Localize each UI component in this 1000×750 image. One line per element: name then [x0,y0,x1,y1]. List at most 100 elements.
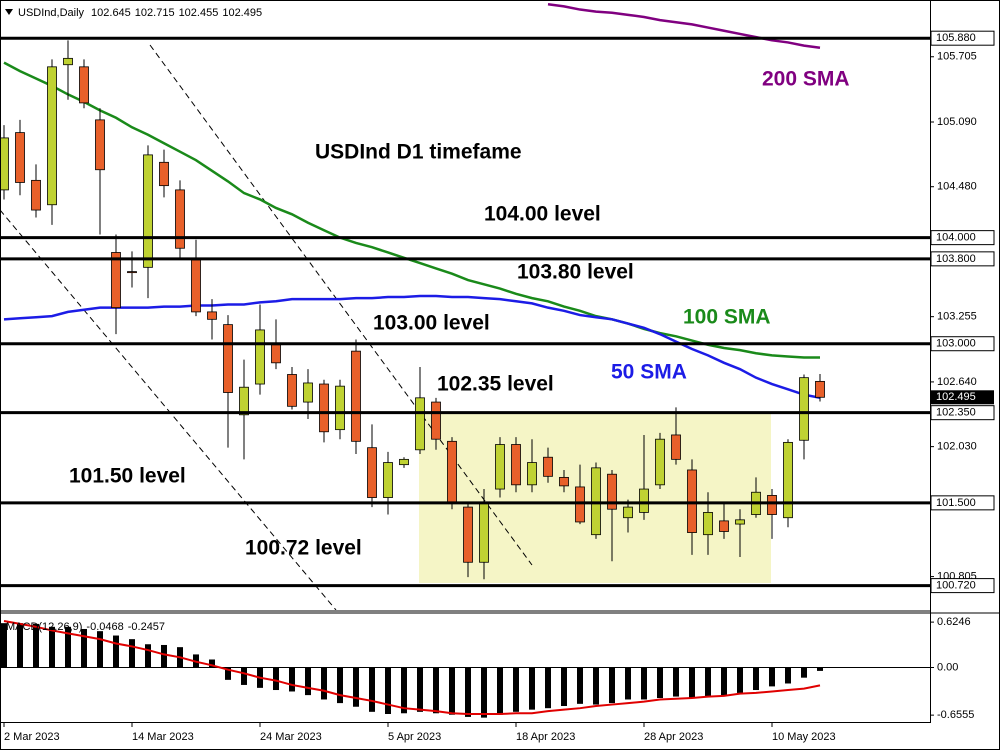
macd-bar [241,667,247,685]
y-tick-label: 0.6246 [937,616,971,628]
macd-bar [449,667,455,715]
candle-body [719,520,729,532]
macd-bar [801,667,807,678]
high-value: 102.715 [135,7,175,19]
sma-line [547,3,821,49]
candle-body [95,119,105,171]
x-tick-label: 5 Apr 2023 [388,731,441,743]
candle-body [415,397,425,451]
level-label: 102.350 [936,407,976,419]
candle-body [207,311,217,320]
candle-body [591,467,601,536]
y-tick-label: 105.090 [937,116,977,128]
signal-line [3,620,821,716]
level-label: 101.500 [936,497,976,509]
y-tick-label: 102.640 [937,376,977,388]
x-tick-label: 2 Mar 2023 [4,731,60,743]
x-tick-label: 28 Apr 2023 [644,731,703,743]
macd-value: -0.0468 [86,621,123,633]
macd-bar [97,631,103,668]
macd-bar [721,667,727,696]
level-label-box [930,578,995,594]
macd-bar [817,667,823,671]
sma-line [3,294,821,400]
level-label: 103.000 [936,338,976,350]
candle-body [47,66,57,206]
candle-body [527,462,537,486]
macd-bar [273,667,279,691]
candle-body [607,473,617,510]
macd-bar [625,667,631,700]
annotation: 100.72 level [245,537,362,560]
candle-body [495,444,505,490]
candle-body [127,271,137,274]
macd-bar [465,667,471,717]
candle-body [63,57,73,66]
macd-bar [769,667,775,687]
macd-bar [33,623,39,668]
macd-bar [417,667,423,712]
candle-body [463,506,473,563]
candle-body [143,154,153,268]
symbol: USDInd,Daily [18,7,85,19]
trend-line [0,209,337,610]
macd-name: MACD(12,26,9) [6,621,82,633]
macd-bar [113,635,119,668]
candle-body [159,161,169,187]
macd-bar [753,667,759,691]
level-label: 104.000 [936,232,976,244]
candle-body [31,179,41,211]
legend-label: 200 SMA [762,68,850,91]
macd-bar [609,667,615,704]
candle-body [543,456,553,477]
candle-body [175,189,185,249]
candle-body [447,440,457,504]
macd-bar [481,667,487,718]
sma-line [3,61,820,359]
macd-bar [401,667,407,714]
candle-body [335,385,345,431]
y-tick-label: 103.255 [937,311,977,323]
candle-body [111,252,121,309]
header: USDInd,Daily 102.645 102.715 102.455 102.495 [18,7,262,19]
macd-bar [1,623,7,668]
candle-body [351,350,361,442]
macd-bar [17,623,23,668]
y-tick-label: 104.480 [937,181,977,193]
y-tick-label: 102.030 [937,441,977,453]
candle-body [431,401,441,440]
macd-bar [529,667,535,710]
candle-body [703,512,713,536]
macd-bar [689,667,695,699]
candle-body [319,383,329,433]
price-label-box [931,390,994,405]
candle-body [191,259,201,313]
macd-bar [305,667,311,696]
y-tick-label: -0.6555 [937,709,974,721]
x-tick-label: 10 May 2023 [772,731,836,743]
macd-bar [737,667,743,693]
macd-bar [657,667,663,699]
candle-body [575,486,585,523]
macd-bar [49,626,55,668]
price-label: 102.495 [936,391,976,403]
close-value: 102.495 [222,7,262,19]
macd-bar [129,639,135,668]
x-tick-label: 24 Mar 2023 [260,731,322,743]
macd-bar [785,667,791,684]
menu-icon [5,9,13,15]
level-label-box [930,251,995,267]
level-label: 103.800 [936,253,976,265]
candle-body [15,132,25,183]
candle-body [511,444,521,486]
level-label: 105.880 [936,32,976,44]
macd-panel [0,620,930,718]
candle-body [223,324,233,393]
level-label: 100.720 [936,580,976,592]
candle-body [671,434,681,460]
macd-bar [161,644,167,668]
level-label-box [930,405,995,421]
annotation: 101.50 level [69,465,186,488]
level-label-box [930,495,995,511]
